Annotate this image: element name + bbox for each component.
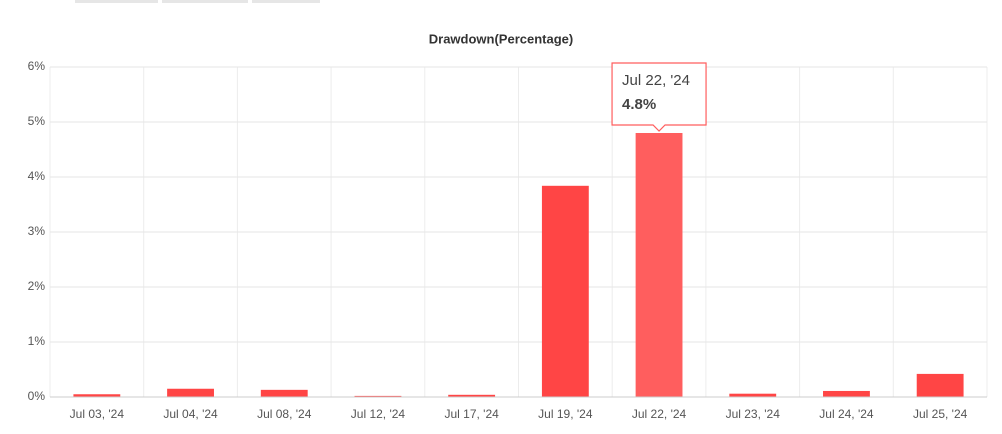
y-tick-label: 3% [28, 224, 46, 238]
chart-title: Drawdown(Percentage) [429, 31, 573, 46]
x-tick-label: Jul 08, '24 [257, 407, 312, 421]
x-tick-label: Jul 22, '24 [632, 407, 687, 421]
tooltip-box [611, 62, 707, 132]
y-tick-label: 1% [28, 334, 46, 348]
bar [448, 394, 496, 397]
x-tick-label: Jul 17, '24 [444, 407, 499, 421]
bar [260, 389, 308, 397]
x-tick-label: Jul 12, '24 [351, 407, 406, 421]
bar [73, 394, 121, 397]
bar [354, 395, 402, 397]
tooltip-value: 4.8% [622, 96, 656, 113]
bar [541, 185, 589, 397]
bar [823, 390, 870, 397]
x-tick-label: Jul 03, '24 [70, 407, 125, 421]
tab-edge [75, 0, 158, 3]
y-tick-label: 6% [28, 59, 46, 73]
bar [635, 133, 683, 397]
x-tick-label: Jul 04, '24 [163, 407, 218, 421]
y-tick-label: 4% [28, 169, 46, 183]
y-tick-label: 2% [28, 279, 46, 293]
y-tick-label: 0% [28, 389, 46, 403]
bar [729, 393, 777, 397]
y-tick-label: 5% [28, 114, 46, 128]
x-tick-label: Jul 25, '24 [913, 407, 968, 421]
tooltip: Jul 22, '24 4.8% [611, 62, 707, 132]
x-tick-label: Jul 24, '24 [819, 407, 874, 421]
tab-edge [252, 0, 320, 3]
bar [916, 373, 964, 397]
tooltip-category: Jul 22, '24 [622, 72, 690, 89]
x-tick-label: Jul 19, '24 [538, 407, 593, 421]
x-tick-label: Jul 23, '24 [726, 407, 781, 421]
bar [167, 388, 214, 397]
tab-edge [162, 0, 248, 3]
